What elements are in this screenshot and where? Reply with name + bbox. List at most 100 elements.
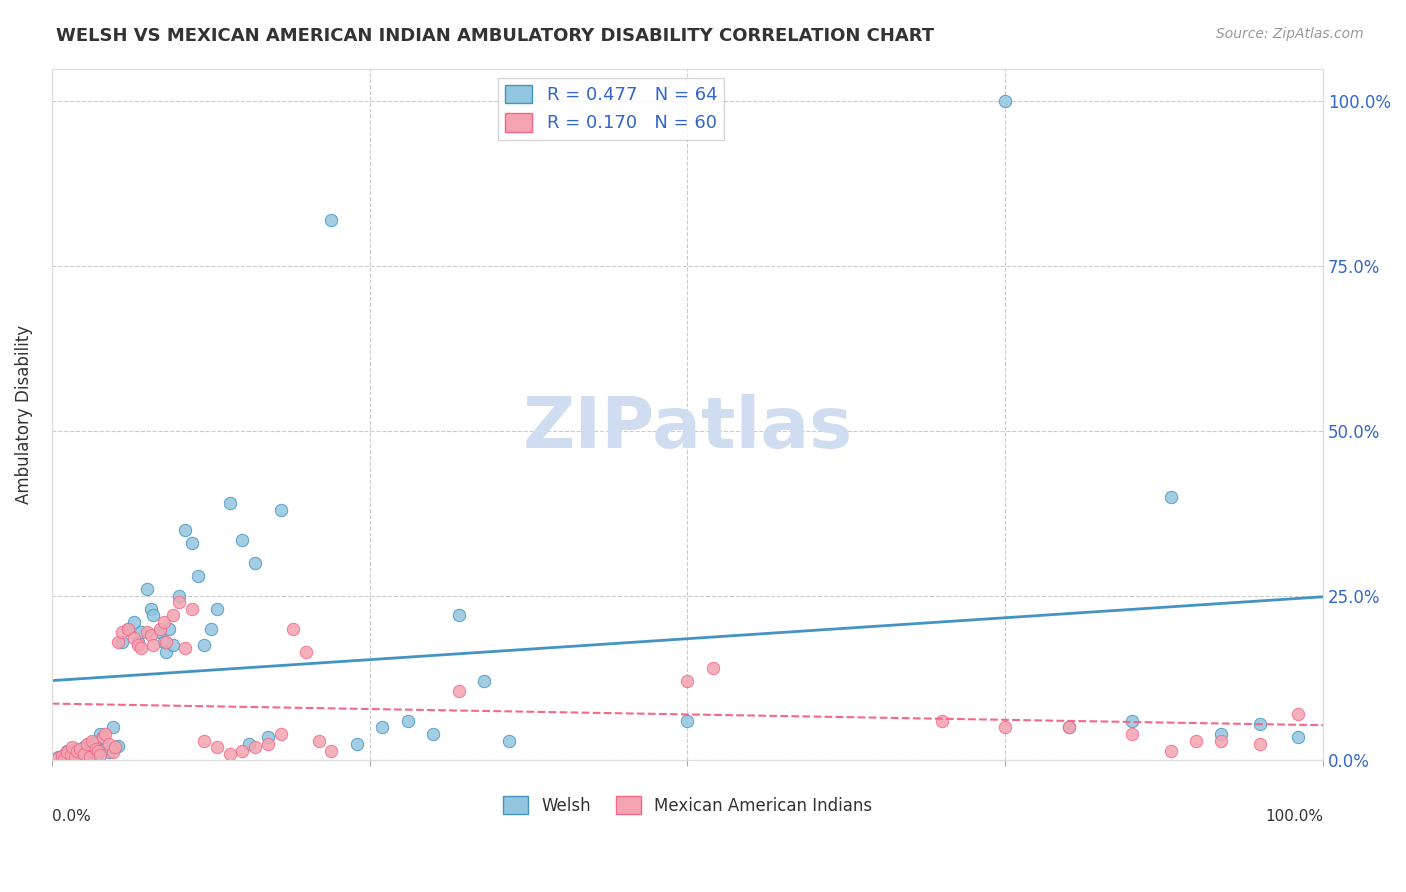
Point xyxy=(498,733,520,747)
Point xyxy=(79,750,101,764)
Point xyxy=(193,733,215,747)
Point xyxy=(63,741,86,756)
Point xyxy=(174,523,197,537)
Point xyxy=(1160,743,1182,757)
Point xyxy=(149,624,172,639)
Point xyxy=(155,645,177,659)
Point xyxy=(155,634,177,648)
Text: 0.0%: 0.0% xyxy=(52,809,90,824)
Point xyxy=(396,714,419,728)
Point xyxy=(1121,727,1143,741)
Point xyxy=(107,739,129,753)
Point xyxy=(89,748,111,763)
Point xyxy=(84,741,107,756)
Point xyxy=(56,746,79,760)
Point xyxy=(257,737,280,751)
Point xyxy=(111,624,134,639)
Point xyxy=(162,638,184,652)
Point xyxy=(238,737,260,751)
Point xyxy=(72,747,94,761)
Point xyxy=(218,747,240,761)
Point xyxy=(308,733,330,747)
Point xyxy=(676,674,699,689)
Point xyxy=(84,733,107,747)
Point xyxy=(136,582,159,596)
Point xyxy=(447,608,470,623)
Point xyxy=(66,743,89,757)
Point xyxy=(371,721,394,735)
Point xyxy=(931,714,953,728)
Point xyxy=(59,751,82,765)
Point xyxy=(676,714,699,728)
Point xyxy=(117,622,139,636)
Point xyxy=(1249,737,1271,751)
Point xyxy=(270,727,292,741)
Point xyxy=(111,634,134,648)
Point xyxy=(1185,733,1208,747)
Point xyxy=(187,569,209,583)
Point xyxy=(136,624,159,639)
Point xyxy=(60,740,83,755)
Point xyxy=(1286,707,1309,722)
Point xyxy=(283,622,305,636)
Legend: Welsh, Mexican American Indians: Welsh, Mexican American Indians xyxy=(496,789,879,822)
Point xyxy=(152,634,174,648)
Point xyxy=(124,615,146,629)
Point xyxy=(193,638,215,652)
Point xyxy=(142,638,165,652)
Point xyxy=(76,737,98,751)
Point xyxy=(167,589,190,603)
Point xyxy=(142,608,165,623)
Point xyxy=(1057,721,1080,735)
Point xyxy=(94,727,117,741)
Point xyxy=(243,556,266,570)
Text: WELSH VS MEXICAN AMERICAN INDIAN AMBULATORY DISABILITY CORRELATION CHART: WELSH VS MEXICAN AMERICAN INDIAN AMBULAT… xyxy=(56,27,935,45)
Point xyxy=(82,733,104,747)
Point xyxy=(107,634,129,648)
Point xyxy=(117,622,139,636)
Point xyxy=(162,608,184,623)
Point xyxy=(231,533,253,547)
Point xyxy=(1160,490,1182,504)
Point xyxy=(53,752,76,766)
Point xyxy=(46,751,69,765)
Point xyxy=(1211,733,1233,747)
Point xyxy=(702,661,724,675)
Point xyxy=(205,740,228,755)
Point xyxy=(86,743,108,757)
Point xyxy=(1121,714,1143,728)
Point xyxy=(205,602,228,616)
Point xyxy=(422,727,444,741)
Point xyxy=(180,602,202,616)
Point xyxy=(56,743,79,757)
Point xyxy=(91,731,114,745)
Point xyxy=(127,634,149,648)
Point xyxy=(257,731,280,745)
Point xyxy=(180,536,202,550)
Point xyxy=(101,721,124,735)
Point xyxy=(218,496,240,510)
Point xyxy=(69,741,91,756)
Point xyxy=(53,748,76,763)
Point xyxy=(60,747,83,761)
Point xyxy=(243,740,266,755)
Point xyxy=(129,624,152,639)
Point xyxy=(174,641,197,656)
Point xyxy=(447,684,470,698)
Point xyxy=(129,641,152,656)
Point xyxy=(72,740,94,755)
Point xyxy=(104,740,127,755)
Point xyxy=(149,622,172,636)
Y-axis label: Ambulatory Disability: Ambulatory Disability xyxy=(15,325,32,504)
Point xyxy=(66,750,89,764)
Point xyxy=(79,737,101,751)
Point xyxy=(51,752,73,766)
Point xyxy=(321,213,343,227)
Point xyxy=(200,622,222,636)
Point xyxy=(1286,731,1309,745)
Point xyxy=(69,746,91,760)
Point xyxy=(157,622,180,636)
Point xyxy=(46,750,69,764)
Point xyxy=(127,638,149,652)
Point xyxy=(321,743,343,757)
